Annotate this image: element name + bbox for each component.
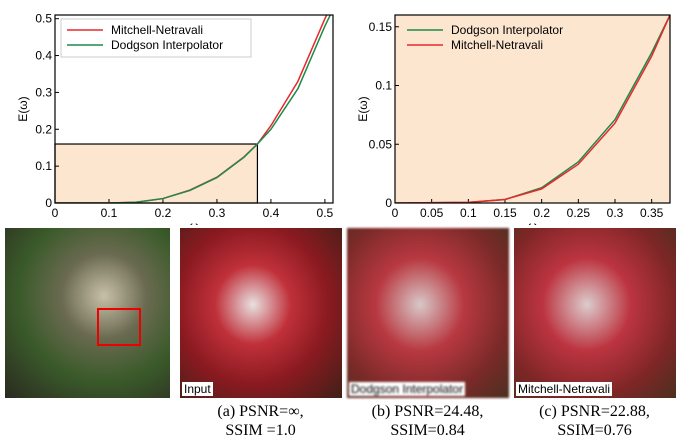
panel-label: Input: [182, 382, 213, 396]
x-tick-label: 0.3: [607, 206, 624, 220]
y-tick-label: 0.2: [35, 122, 52, 136]
x-tick-label: 0.1: [460, 206, 477, 220]
caption-line: SSIM=0.76: [557, 422, 632, 439]
x-tick-label: 0.5: [317, 206, 334, 220]
legend-label: Mitchell-Netravali: [111, 23, 203, 37]
y-tick-label: 0: [45, 196, 52, 210]
x-tick-label: 0.1: [101, 206, 118, 220]
series-line: [55, 15, 331, 203]
series-line: [395, 15, 670, 203]
x-tick-label: 0: [52, 206, 59, 220]
x-tick-label: 0.3: [209, 206, 226, 220]
x-axis-label: ω: [528, 219, 537, 225]
x-tick-label: 0: [392, 206, 399, 220]
caption: (c) PSNR=22.88, SSIM=0.76: [512, 402, 677, 440]
plot-background: [395, 15, 670, 203]
y-axis-label: E(ω): [356, 96, 370, 121]
zoom-box: [97, 308, 141, 346]
y-tick-label: 0.4: [35, 49, 52, 63]
y-tick-label: 0.3: [35, 85, 52, 99]
y-tick-label: 0.1: [375, 79, 392, 93]
charts: 0 0.1 0.2 0.3 0.4 0.5 0 0.1 0.2 0.3 0.4 0.5 ω E(ω) Mit…: [16, 12, 671, 225]
plot-frame: [394, 14, 671, 204]
y-axis-label: E(ω): [16, 96, 30, 121]
highlight-region: [54, 143, 259, 204]
x-tick-label: 0.4: [263, 206, 280, 220]
x-tick-label: 0.05: [420, 206, 444, 220]
caption-line: (b) PSNR=24.48,: [371, 403, 484, 420]
x-tick-label: 0.25: [567, 206, 591, 220]
y-tick-label: 0.5: [35, 12, 52, 26]
caption-line: (a) PSNR=∞,: [217, 403, 304, 420]
caption-line: SSIM =1.0: [225, 422, 296, 439]
y-tick-label: 0.15: [369, 20, 393, 34]
legend-box: [60, 18, 252, 58]
legend-label: Mitchell-Netravali: [451, 38, 543, 52]
x-tick-label: 0.2: [533, 206, 550, 220]
crop-mitchell: Mitchell-Netravali: [514, 228, 676, 398]
panel-label: Mitchell-Netravali: [516, 382, 613, 396]
caption: (b) PSNR=24.48, SSIM=0.84: [345, 402, 510, 440]
x-tick-label: 0.2: [155, 206, 172, 220]
caption-line: SSIM=0.84: [390, 422, 465, 439]
y-tick-label: 0: [385, 196, 392, 210]
y-tick-label: 0.1: [35, 159, 52, 173]
crop-dodgson: Dodgson Interpolator: [347, 228, 509, 398]
x-tick-label: 0.15: [493, 206, 517, 220]
caption-line: (c) PSNR=22.88,: [539, 403, 650, 420]
x-axis-label: ω: [189, 219, 198, 225]
caption: (a) PSNR=∞, SSIM =1.0: [178, 402, 343, 440]
panel-label: Dodgson Interpolator: [349, 382, 466, 396]
plot-frame: [54, 14, 334, 204]
legend-label: Dodgson Interpolator: [451, 23, 563, 37]
y-tick-label: 0.05: [369, 137, 393, 151]
legend-label: Dodgson Interpolator: [111, 38, 223, 52]
thumbnail: [5, 228, 170, 398]
crop-input: Input: [180, 228, 342, 398]
x-tick-label: 0.35: [640, 206, 664, 220]
